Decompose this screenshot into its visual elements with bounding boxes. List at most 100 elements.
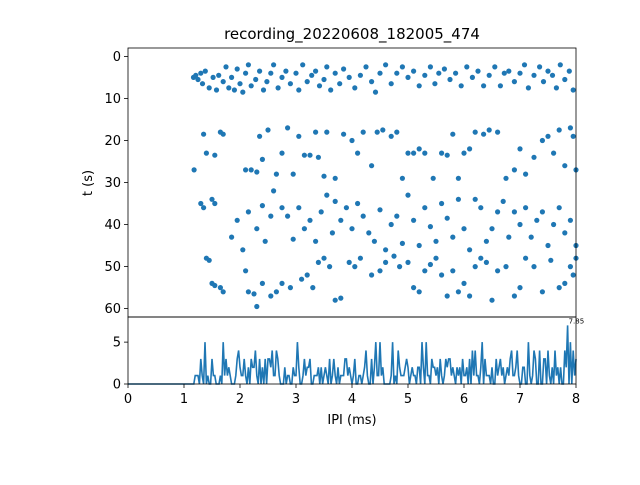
raster-point xyxy=(517,285,523,291)
raster-point xyxy=(251,291,257,297)
raster-point xyxy=(432,81,438,87)
raster-point xyxy=(259,203,265,209)
raster-point xyxy=(243,268,249,274)
raster-point xyxy=(212,200,218,207)
raster-point xyxy=(253,76,259,83)
raster-point xyxy=(357,72,363,78)
raster-point xyxy=(411,285,417,291)
raster-point xyxy=(273,171,279,177)
raster-point xyxy=(422,205,428,211)
histogram-x-tick-label: 8 xyxy=(572,392,580,407)
raster-point xyxy=(531,154,537,160)
raster-point xyxy=(556,285,562,291)
raster-point xyxy=(341,66,347,72)
raster-point xyxy=(338,217,344,223)
raster-point xyxy=(257,133,263,139)
raster-point xyxy=(343,205,349,211)
raster-point xyxy=(394,70,400,76)
raster-point xyxy=(220,131,226,137)
raster-point xyxy=(254,303,260,310)
raster-point xyxy=(539,209,546,215)
raster-point xyxy=(279,150,285,156)
raster-point xyxy=(458,83,464,89)
raster-point xyxy=(285,125,291,131)
raster-point xyxy=(209,196,215,202)
raster-point xyxy=(540,79,547,85)
raster-point xyxy=(229,74,235,80)
raster-point xyxy=(439,272,445,278)
raster-point xyxy=(557,62,563,68)
raster-point xyxy=(206,257,212,263)
raster-point xyxy=(399,64,405,70)
raster-point xyxy=(562,163,568,169)
histogram-x-tick-label: 1 xyxy=(180,392,188,407)
raster-point xyxy=(489,297,495,303)
raster-point xyxy=(321,255,327,261)
raster-point xyxy=(369,272,375,278)
raster-point xyxy=(304,79,310,85)
raster-point xyxy=(210,74,216,80)
raster-point xyxy=(296,205,302,211)
raster-point xyxy=(453,70,459,76)
raster-point xyxy=(206,85,212,91)
raster-point xyxy=(231,87,237,93)
raster-point xyxy=(503,264,509,270)
raster-point xyxy=(439,150,445,156)
raster-point xyxy=(444,293,450,299)
raster-y-tick-label: 60 xyxy=(104,302,121,317)
raster-point xyxy=(566,68,572,74)
raster-point xyxy=(195,76,201,83)
raster-point xyxy=(290,171,296,177)
raster-point xyxy=(528,234,534,240)
raster-point xyxy=(486,72,492,78)
raster-point xyxy=(264,79,270,85)
histogram-x-tick-label: 4 xyxy=(348,392,356,407)
raster-point xyxy=(324,129,330,135)
raster-point xyxy=(383,62,389,68)
raster-point xyxy=(318,209,324,215)
raster-point xyxy=(444,152,450,158)
raster-point xyxy=(433,255,439,261)
raster-point xyxy=(570,272,576,278)
raster-point xyxy=(492,64,498,70)
raster-point xyxy=(567,125,574,131)
raster-point xyxy=(450,131,456,137)
raster-point xyxy=(338,295,344,301)
raster-point xyxy=(273,289,279,295)
raster-point xyxy=(483,238,489,244)
raster-point xyxy=(472,129,478,135)
raster-point xyxy=(497,83,503,89)
raster-point xyxy=(315,154,321,160)
raster-panel: 0 10 20 30 40 50 60 t (s) xyxy=(81,47,579,318)
histogram-y-tick-label: 5 xyxy=(113,336,121,351)
raster-point xyxy=(304,272,310,278)
raster-point xyxy=(472,264,478,270)
raster-point xyxy=(332,70,338,76)
histogram-x-tick-label: 6 xyxy=(460,392,468,407)
raster-y-tick-label: 40 xyxy=(104,218,121,233)
raster-point xyxy=(287,81,293,87)
raster-point xyxy=(324,192,330,198)
raster-point xyxy=(545,68,551,74)
raster-point xyxy=(357,255,363,261)
raster-point xyxy=(556,127,562,133)
raster-point xyxy=(539,137,546,144)
histogram-x-tick-label: 7 xyxy=(516,392,524,407)
raster-point xyxy=(316,83,323,89)
raster-point xyxy=(405,192,411,198)
raster-point xyxy=(416,83,422,89)
raster-point xyxy=(383,259,389,265)
raster-point xyxy=(321,76,327,83)
raster-point xyxy=(405,259,411,265)
raster-point xyxy=(447,76,453,83)
raster-point xyxy=(254,226,260,232)
raster-point xyxy=(562,230,568,236)
raster-point xyxy=(394,213,400,219)
raster-point xyxy=(430,175,436,181)
raster-y-tick-label: 0 xyxy=(113,50,121,65)
raster-point xyxy=(355,150,361,156)
raster-point xyxy=(213,87,220,93)
histogram-x-tick-label: 3 xyxy=(292,392,300,407)
raster-point xyxy=(531,264,537,270)
